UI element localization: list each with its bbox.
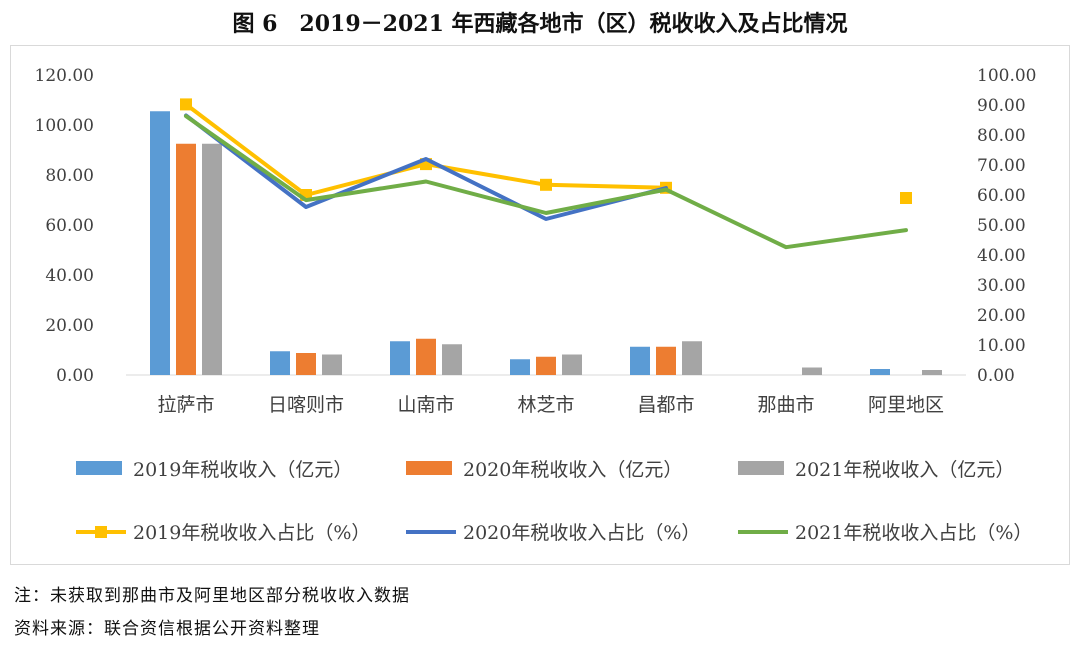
category-label: 日喀则市 [268, 394, 344, 416]
legend-label: 2020年税收收入（亿元） [463, 459, 682, 481]
right-axis-tick-label: 50.00 [977, 216, 1026, 236]
right-axis-tick-label: 0.00 [977, 366, 1015, 386]
legend-label: 2019年税收收入占比（%） [133, 522, 370, 544]
bar-2020-2 [416, 338, 436, 375]
marker-2019-6 [900, 192, 912, 204]
left-axis-tick-label: 0.00 [56, 366, 94, 386]
legend-label: 2019年税收收入（亿元） [133, 459, 352, 481]
bar-2019-4 [630, 346, 650, 375]
right-axis-tick-label: 10.00 [977, 336, 1026, 356]
marker-2019-0 [180, 98, 192, 111]
category-label: 昌都市 [637, 394, 694, 416]
bar-2021-1 [322, 354, 342, 375]
legend-label: 2021年税收收入（亿元） [795, 459, 1014, 481]
axes-layer: 0.00 20.00 40.00 60.00 80.00 100.00 120.00 0.00… [35, 66, 1037, 416]
legend-layer: 2019年税收收入（亿元） 2020年税收收入（亿元） 2021年税收收入（亿元） 2… [76, 459, 1032, 544]
bar-2019-2 [390, 341, 410, 375]
bar-2019-6 [870, 369, 890, 375]
bar-2020-4 [656, 346, 676, 375]
legend-label: 2020年税收收入占比（%） [463, 522, 700, 544]
bar-2020-1 [296, 353, 316, 375]
bar-2020-0 [176, 143, 196, 375]
category-label: 拉萨市 [157, 394, 214, 416]
bar-2021-3 [562, 354, 582, 375]
bar-2021-4 [682, 341, 702, 375]
bar-2020-3 [536, 356, 556, 375]
left-axis-tick-label: 40.00 [45, 266, 94, 286]
left-axis-tick-label: 120.00 [35, 66, 94, 86]
chart-title: 图 6 2019－2021 年西藏各地市（区）税收收入及占比情况 [232, 11, 848, 37]
right-axis-tick-label: 40.00 [977, 246, 1026, 266]
bar-2021-2 [442, 344, 462, 375]
chart-frame: 0.00 20.00 40.00 60.00 80.00 100.00 120.00 0.00… [10, 45, 1070, 565]
bar-2019-3 [510, 359, 530, 375]
bars-layer [150, 111, 942, 375]
legend-swatch [738, 461, 784, 475]
legend-swatch [76, 461, 122, 475]
right-axis-tick-label: 30.00 [977, 276, 1026, 296]
source-note: 资料来源：联合资信根据公开资料整理 [14, 619, 320, 639]
bar-2019-1 [270, 351, 290, 375]
right-axis-tick-label: 100.00 [977, 66, 1036, 86]
category-label: 林芝市 [517, 394, 574, 416]
category-label: 那曲市 [757, 394, 814, 416]
right-axis-tick-label: 90.00 [977, 96, 1026, 116]
bar-2019-0 [150, 111, 170, 375]
marker-2019-3 [540, 178, 552, 191]
lines-layer [180, 98, 912, 250]
right-axis-tick-label: 70.00 [977, 156, 1026, 176]
category-label: 山南市 [397, 394, 454, 416]
legend-label: 2021年税收收入占比（%） [795, 522, 1032, 544]
line-series-2020 [184, 113, 668, 221]
footnote: 注：未获取到那曲市及阿里地区部分税收收入数据 [14, 586, 410, 606]
legend-swatch [406, 461, 452, 475]
left-axis-tick-label: 100.00 [35, 116, 94, 136]
right-axis-tick-label: 20.00 [977, 306, 1026, 326]
bar-2021-5 [802, 367, 822, 375]
bar-2021-0 [202, 143, 222, 375]
right-axis-tick-label: 80.00 [977, 126, 1026, 146]
right-axis-tick-label: 60.00 [977, 186, 1026, 206]
bar-2021-6 [922, 370, 942, 375]
left-axis-tick-label: 80.00 [45, 166, 94, 186]
legend-marker [95, 526, 107, 538]
left-axis-tick-label: 20.00 [45, 316, 94, 336]
category-label: 阿里地区 [868, 394, 944, 416]
line-series-2021 [184, 114, 908, 250]
left-axis-tick-label: 60.00 [45, 216, 94, 236]
chart-canvas: 0.00 20.00 40.00 60.00 80.00 100.00 120.00 0.00… [35, 66, 1037, 544]
